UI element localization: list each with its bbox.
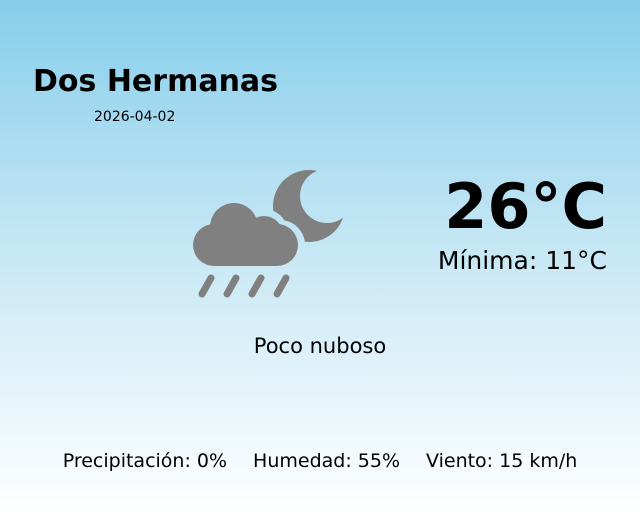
- weather-condition: Poco nuboso: [253, 334, 387, 358]
- city-name: Dos Hermanas: [33, 64, 279, 99]
- precipitation: Precipitación: 0%: [62, 450, 228, 472]
- cloud-rain-moon-icon: [180, 160, 350, 314]
- forecast-date: 2026-04-02: [94, 109, 176, 125]
- wind: Viento: 15 km/h: [426, 450, 578, 472]
- current-temperature: 26°C: [444, 170, 607, 243]
- humidity: Humedad: 55%: [253, 450, 401, 472]
- weather-details: Precipitación: 0% Humedad: 55% Viento: 1…: [0, 450, 640, 472]
- minimum-temperature: Mínima: 11°C: [437, 246, 607, 275]
